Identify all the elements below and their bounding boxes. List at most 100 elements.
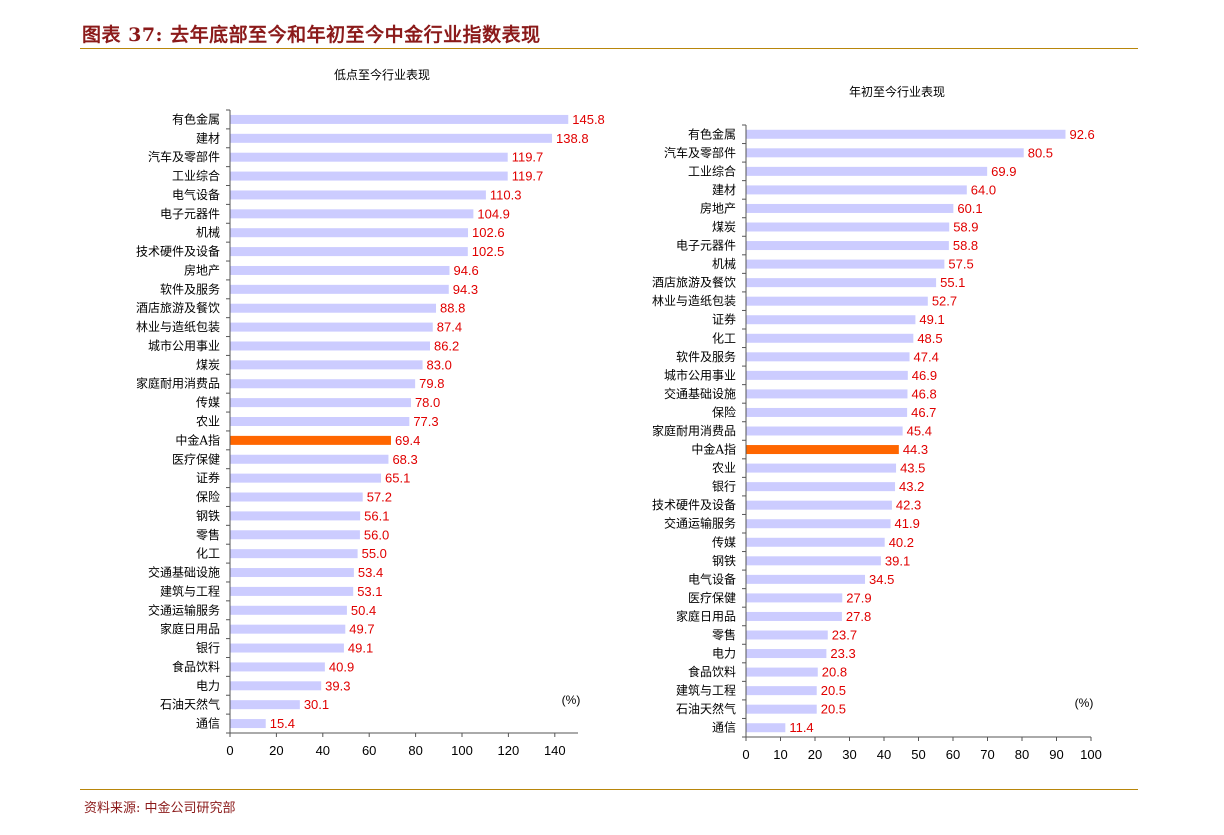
right-chart-value-label: 46.9 bbox=[912, 368, 937, 383]
left-chart-bar bbox=[230, 114, 569, 124]
left-chart-bar bbox=[230, 398, 411, 408]
left-chart-category-label: 煤炭 bbox=[196, 358, 220, 372]
right-chart-bar bbox=[746, 222, 950, 232]
left-chart-bar bbox=[230, 360, 423, 370]
left-chart-value-label: 119.7 bbox=[512, 150, 544, 165]
left-chart-category-label: 城市公用事业 bbox=[148, 338, 220, 353]
right-chart-value-label: 48.5 bbox=[917, 331, 942, 346]
right-chart-unit-label: (%) bbox=[1075, 696, 1094, 710]
left-chart-bar bbox=[230, 511, 361, 521]
left-chart-bar bbox=[230, 662, 325, 672]
right-chart-value-label: 52.7 bbox=[932, 294, 957, 309]
left-chart-value-label: 15.4 bbox=[270, 716, 295, 731]
left-chart-bar bbox=[230, 454, 389, 464]
left-chart-bar bbox=[230, 643, 344, 653]
left-chart-category-label: 中金A指 bbox=[175, 432, 220, 447]
right-chart-value-label: 39.1 bbox=[885, 553, 910, 568]
left-chart-category-label: 软件及服务 bbox=[160, 281, 220, 296]
right-chart-x-tick-label: 40 bbox=[877, 747, 891, 762]
right-chart-category-label: 交通基础设施 bbox=[664, 386, 736, 401]
right-chart-x-tick-label: 80 bbox=[1015, 747, 1029, 762]
right-chart-bar bbox=[746, 370, 908, 380]
right-chart-bar bbox=[746, 241, 949, 251]
left-chart-unit-label: (%) bbox=[562, 693, 581, 707]
left-chart-bar bbox=[230, 171, 508, 181]
left-chart-value-label: 55.0 bbox=[362, 546, 387, 561]
right-chart-category-label: 保险 bbox=[712, 404, 736, 419]
left-chart-value-label: 102.6 bbox=[472, 225, 505, 240]
left-chart-value-label: 87.4 bbox=[437, 320, 462, 335]
right-chart-category-label: 化工 bbox=[712, 331, 736, 345]
left-chart-value-label: 49.7 bbox=[349, 622, 374, 637]
right-chart-bar bbox=[746, 203, 954, 213]
left-chart-category-label: 零售 bbox=[196, 527, 220, 542]
left-chart-category-label: 化工 bbox=[196, 547, 220, 561]
left-chart-bar bbox=[230, 719, 266, 729]
left-chart-category-label: 交通基础设施 bbox=[148, 565, 220, 580]
left-chart-value-label: 86.2 bbox=[434, 338, 459, 353]
right-chart-value-label: 46.8 bbox=[911, 386, 936, 401]
right-chart-category-label: 电力 bbox=[712, 647, 736, 661]
right-chart-value-label: 41.9 bbox=[895, 516, 920, 531]
left-chart-value-label: 83.0 bbox=[427, 357, 452, 372]
right-chart-category-label: 技术硬件及设备 bbox=[652, 498, 736, 512]
left-chart-category-label: 农业 bbox=[196, 415, 220, 429]
right-chart-value-label: 45.4 bbox=[907, 424, 932, 439]
right-chart-category-label: 电气设备 bbox=[688, 571, 736, 586]
left-chart-value-label: 94.3 bbox=[453, 282, 478, 297]
left-chart-title: 低点至今行业表现 bbox=[334, 67, 430, 82]
left-chart-value-label: 78.0 bbox=[415, 395, 440, 410]
right-chart-bar bbox=[746, 649, 827, 659]
right-chart-value-label: 20.5 bbox=[821, 683, 846, 698]
right-chart-value-label: 34.5 bbox=[869, 572, 894, 587]
right-chart-value-label: 55.1 bbox=[940, 275, 965, 290]
left-chart-bar bbox=[230, 435, 392, 445]
right-chart-category-label: 中金A指 bbox=[691, 442, 736, 457]
left-chart-bar bbox=[230, 700, 300, 710]
source-note: 资料来源: 中金公司研究部 bbox=[84, 801, 236, 816]
right-chart-category-label: 建筑与工程 bbox=[676, 683, 736, 698]
right-chart-category-label: 银行 bbox=[712, 480, 736, 494]
left-chart-category-label: 食品饮料 bbox=[172, 659, 220, 674]
left-chart-value-label: 79.8 bbox=[419, 376, 444, 391]
right-chart-value-label: 49.1 bbox=[919, 312, 944, 327]
left-chart-value-label: 57.2 bbox=[367, 490, 392, 505]
right-chart-category-label: 石油天然气 bbox=[676, 701, 736, 716]
right-chart-x-tick-label: 0 bbox=[742, 747, 749, 762]
right-chart-bar bbox=[746, 315, 916, 325]
left-chart-category-label: 酒店旅游及餐饮 bbox=[136, 300, 220, 315]
right-chart-bar bbox=[746, 407, 908, 417]
right-chart-x-tick-label: 70 bbox=[980, 747, 994, 762]
right-chart-category-label: 房地产 bbox=[700, 200, 736, 215]
left-chart-value-label: 53.4 bbox=[358, 565, 383, 580]
left-chart-x-tick-label: 20 bbox=[269, 743, 283, 758]
right-chart-category-label: 医疗保健 bbox=[688, 591, 736, 605]
right-chart-value-label: 44.3 bbox=[903, 442, 928, 457]
right-chart-value-label: 20.8 bbox=[822, 665, 847, 680]
right-chart-category-label: 建材 bbox=[712, 183, 736, 197]
right-chart-category-label: 家庭耐用消费品 bbox=[652, 423, 736, 438]
right-chart-bar bbox=[746, 445, 899, 455]
left-chart-value-label: 53.1 bbox=[357, 584, 382, 599]
right-chart-category-label: 工业综合 bbox=[688, 163, 736, 178]
left-chart-x-tick-label: 0 bbox=[226, 743, 233, 758]
right-chart-x-tick-label: 50 bbox=[911, 747, 925, 762]
left-chart-bar bbox=[230, 247, 468, 257]
left-chart-bar bbox=[230, 473, 382, 483]
right-chart-bar bbox=[746, 519, 891, 529]
right-chart-x-tick-label: 60 bbox=[946, 747, 960, 762]
left-chart-bar bbox=[230, 549, 358, 559]
left-chart-value-label: 65.1 bbox=[385, 471, 410, 486]
right-chart-category-label: 煤炭 bbox=[712, 220, 736, 234]
left-chart-category-label: 有色金属 bbox=[172, 111, 220, 126]
right-chart-category-label: 农业 bbox=[712, 461, 736, 475]
left-chart-x-tick-label: 60 bbox=[362, 743, 376, 758]
right-chart-value-label: 27.8 bbox=[846, 609, 871, 624]
right-chart-bar bbox=[746, 278, 937, 288]
right-chart-bar bbox=[746, 574, 866, 584]
left-chart-value-label: 49.1 bbox=[348, 641, 373, 656]
right-chart-bar bbox=[746, 667, 818, 677]
right-chart-value-label: 42.3 bbox=[896, 498, 921, 513]
